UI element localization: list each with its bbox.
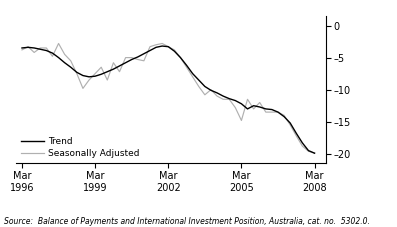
Legend: Trend, Seasonally Adjusted: Trend, Seasonally Adjusted [18,134,143,162]
Text: Source:  Balance of Payments and International Investment Position, Australia, c: Source: Balance of Payments and Internat… [4,217,370,226]
